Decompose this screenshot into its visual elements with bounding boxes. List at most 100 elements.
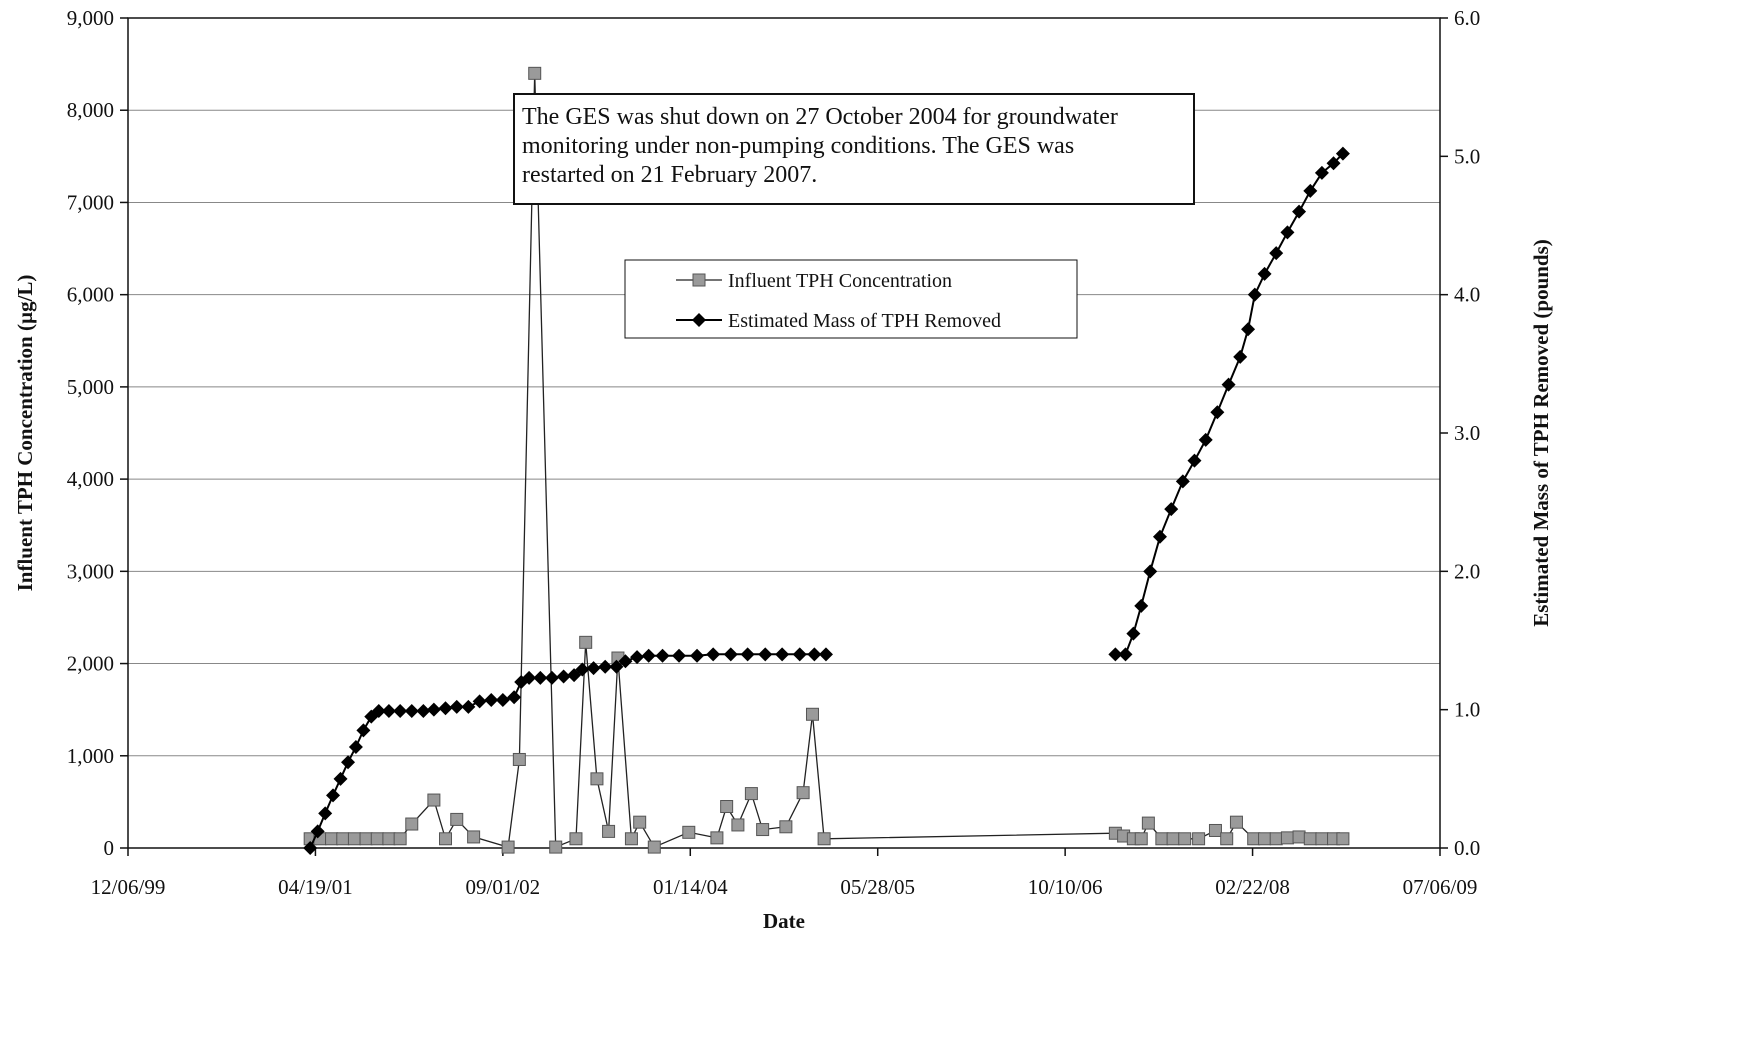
y-left-tick-label: 3,000	[67, 559, 114, 583]
y-right-tick-label: 4.0	[1454, 283, 1480, 307]
data-point-influent	[1134, 832, 1148, 846]
data-point-influent	[744, 787, 758, 801]
data-point-mass	[758, 647, 773, 662]
data-point-mass	[818, 647, 833, 662]
data-point-mass	[533, 670, 548, 685]
data-point-influent	[1192, 832, 1206, 846]
data-point-mass	[1198, 432, 1213, 447]
data-point-influent	[439, 832, 453, 846]
data-point-mass	[393, 704, 408, 719]
series-line	[309, 653, 826, 849]
data-point-influent	[405, 817, 419, 831]
data-point-influent	[1229, 815, 1243, 829]
data-point-mass	[438, 701, 453, 716]
data-point-influent	[512, 752, 526, 766]
y-right-tick-label: 1.0	[1454, 698, 1480, 722]
data-point-mass	[404, 704, 419, 719]
y-right-axis-title: Estimated Mass of TPH Removed (pounds)	[1529, 239, 1553, 627]
data-point-influent	[1178, 832, 1192, 846]
data-point-mass	[381, 704, 396, 719]
plot-frame	[127, 17, 1441, 849]
data-point-influent	[779, 820, 793, 834]
y-left-axis-title: Influent TPH Concentration (µg/L)	[13, 275, 37, 592]
x-tick-label: 01/14/04	[653, 875, 728, 899]
data-point-mass	[792, 647, 807, 662]
data-point-mass	[1269, 246, 1284, 261]
data-point-mass	[522, 670, 537, 685]
y-right-tick-label: 2.0	[1454, 559, 1480, 583]
data-point-influent	[450, 812, 464, 826]
data-point-influent	[710, 831, 724, 845]
data-point-mass	[341, 755, 356, 770]
data-point-mass	[1280, 225, 1295, 240]
legend-symbol-mass	[676, 313, 722, 327]
data-point-mass	[449, 699, 464, 714]
data-point-mass	[690, 648, 705, 663]
data-point-mass	[723, 647, 738, 662]
x-tick-label: 12/06/99	[91, 875, 166, 899]
data-point-influent	[549, 840, 563, 854]
data-point-influent	[1220, 832, 1234, 846]
data-point-mass	[1164, 502, 1179, 517]
data-point-influent	[359, 832, 373, 846]
data-point-influent	[1166, 832, 1180, 846]
data-point-mass	[356, 723, 371, 738]
data-point-mass	[598, 659, 613, 674]
data-point-mass	[1233, 349, 1248, 364]
data-point-mass	[1152, 529, 1167, 544]
data-point-influent	[633, 815, 647, 829]
data-point-mass	[1210, 405, 1225, 420]
y-right-tick-label: 6.0	[1454, 6, 1480, 30]
data-point-mass	[641, 648, 656, 663]
data-point-influent	[602, 824, 616, 838]
data-point-mass	[1303, 183, 1318, 198]
x-tick-label: 09/01/02	[466, 875, 541, 899]
data-point-mass	[775, 647, 790, 662]
legend-symbol-influent	[676, 273, 722, 287]
series-mass-removed	[303, 146, 1350, 855]
data-point-mass	[1292, 204, 1307, 219]
y-left-tick-label: 1,000	[67, 744, 114, 768]
data-point-influent	[1155, 832, 1169, 846]
data-point-mass	[1143, 564, 1158, 579]
data-point-influent	[336, 832, 350, 846]
data-point-mass	[807, 647, 822, 662]
data-point-influent	[1258, 832, 1272, 846]
data-point-mass	[326, 788, 341, 803]
data-point-mass	[416, 704, 431, 719]
data-point-mass	[630, 650, 645, 665]
data-point-influent	[1292, 830, 1306, 844]
data-point-mass	[303, 841, 318, 855]
y-right-tick-label: 5.0	[1454, 144, 1480, 168]
data-point-mass	[318, 806, 333, 821]
legend-marker	[692, 273, 706, 287]
data-point-influent	[682, 825, 696, 839]
y-left-tick-label: 9,000	[67, 6, 114, 30]
data-point-mass	[507, 690, 522, 705]
data-point-mass	[484, 692, 499, 707]
y-left-tick-label: 8,000	[67, 98, 114, 122]
annotation-box: The GES was shut down on 27 October 2004…	[513, 93, 1195, 205]
data-point-mass	[426, 702, 441, 717]
data-point-mass	[333, 771, 348, 786]
y-left-tick-label: 7,000	[67, 190, 114, 214]
axes	[120, 17, 1448, 856]
data-point-influent	[1280, 831, 1294, 845]
y-left-tick-label: 5,000	[67, 375, 114, 399]
data-point-influent	[756, 823, 770, 837]
data-point-mass	[740, 647, 755, 662]
data-point-mass	[461, 699, 476, 714]
data-point-influent	[1303, 832, 1317, 846]
data-point-influent	[347, 832, 361, 846]
y-left-tick-label: 6,000	[67, 283, 114, 307]
data-point-mass	[609, 659, 624, 674]
data-point-mass	[1326, 156, 1341, 171]
legend-label-mass: Estimated Mass of TPH Removed	[728, 310, 1001, 332]
data-point-influent	[1141, 816, 1155, 830]
legend-marker	[692, 313, 706, 327]
data-point-influent	[1208, 823, 1222, 837]
data-point-mass	[655, 648, 670, 663]
data-point-mass	[618, 654, 633, 669]
series-line	[1115, 152, 1344, 656]
